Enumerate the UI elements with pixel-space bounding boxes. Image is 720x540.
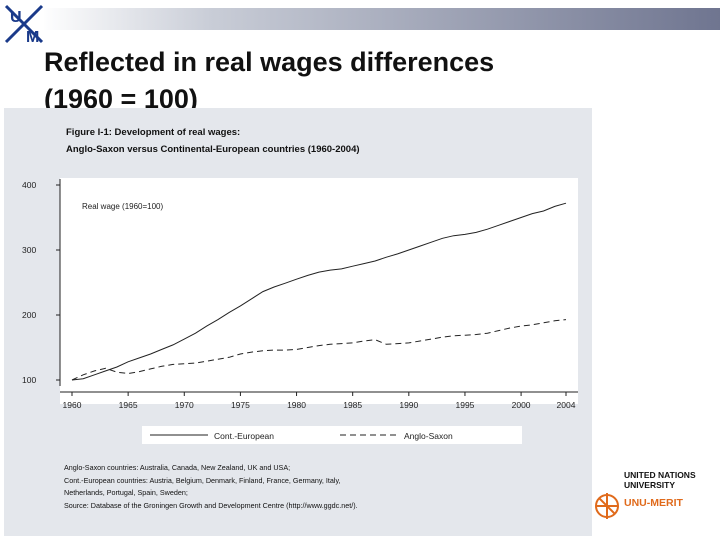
series-line-cont-european: [71, 202, 567, 381]
note-line-3: Netherlands, Portugal, Spain, Sweden;: [64, 488, 188, 497]
x-tick-label: 2000: [512, 400, 531, 410]
top-header-bar: [40, 8, 720, 30]
um-logo-letter-u: U: [10, 9, 22, 26]
x-tick-label: 1975: [231, 400, 250, 410]
unu-name-line-1: UNITED NATIONS: [624, 470, 696, 480]
unu-merit-emblem-icon: [595, 493, 619, 519]
um-logo: U M: [4, 4, 44, 46]
x-tick-label: 1965: [119, 400, 138, 410]
slide-title-line-1: Reflected in real wages differences: [44, 47, 495, 77]
note-line-1: Anglo-Saxon countries: Australia, Canada…: [64, 463, 291, 472]
series-layer: [71, 202, 567, 381]
y-tick-label: 400: [22, 180, 36, 190]
unu-name-line-2: UNIVERSITY: [624, 480, 676, 490]
note-line-4: Source: Database of the Groningen Growth…: [64, 500, 358, 510]
y-tick-label: 200: [22, 310, 36, 320]
x-tick-label: 2004: [557, 400, 576, 410]
legend-box: [142, 426, 522, 444]
legend-label-anglo-saxon: Anglo-Saxon: [404, 431, 453, 441]
x-tick-label: 1985: [343, 400, 362, 410]
legend: Cont.-European Anglo-Saxon: [142, 426, 522, 444]
x-tick-label: 1995: [455, 400, 474, 410]
inner-label: Real wage (1960=100): [82, 202, 164, 211]
wage-line-chart: 100 200 300 400 1960 1965 1970 1975 1980 1985 199…: [22, 178, 578, 444]
figure-title: Figure I-1: Development of real wages: A…: [66, 124, 360, 158]
x-tick-label: 1990: [399, 400, 418, 410]
y-tick-label: 100: [22, 375, 36, 385]
x-tick-label: 1970: [175, 400, 194, 410]
x-tick-label: 1960: [63, 400, 82, 410]
y-axis: 100 200 300 400: [22, 179, 61, 386]
y-tick-label: 300: [22, 245, 36, 255]
unu-merit-label: UNU-MERIT: [624, 497, 683, 509]
x-tick-label: 1980: [287, 400, 306, 410]
figure-title-line-1: Figure I-1: Development of real wages:: [66, 127, 241, 138]
note-line-2: Cont.-European countries: Austria, Belgi…: [64, 475, 341, 485]
figure-notes: Anglo-Saxon countries: Australia, Canada…: [64, 462, 358, 512]
x-axis: 1960 1965 1970 1975 1980 1985 1990 1995 2000 2004: [60, 391, 578, 410]
unu-name: UNITED NATIONS UNIVERSITY: [624, 470, 696, 490]
figure-title-line-2: Anglo-Saxon versus Continental-European …: [66, 144, 360, 155]
um-logo-letter-m: M: [26, 29, 39, 46]
slide-title: Reflected in real wages differences (196…: [44, 44, 704, 118]
legend-label-cont-european: Cont.-European: [214, 431, 274, 441]
series-line-anglo-saxon: [71, 319, 567, 381]
plot-area: [60, 178, 578, 404]
